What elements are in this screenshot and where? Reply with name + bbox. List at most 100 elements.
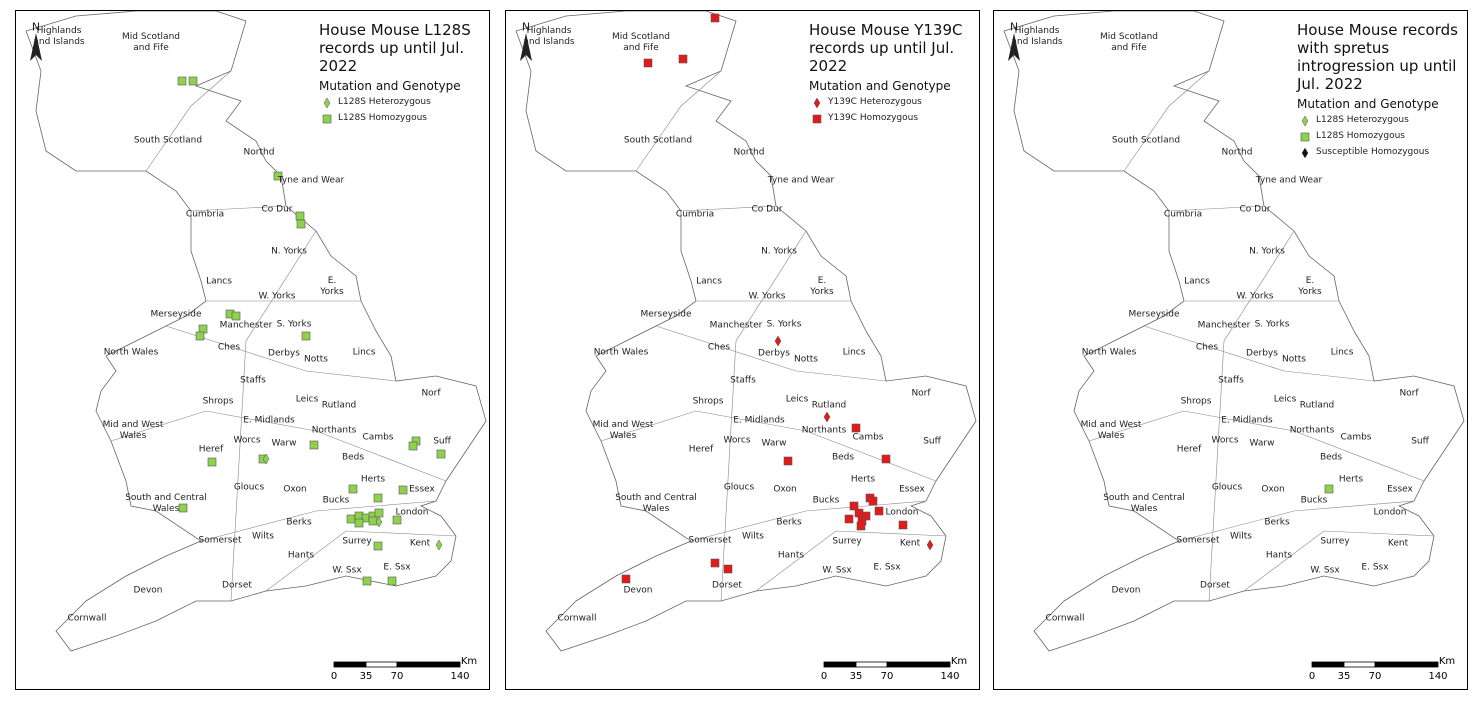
region-label: Northants (311, 425, 357, 436)
record-point (374, 508, 384, 518)
region-label: E. Midlands (243, 415, 295, 426)
record-point (643, 58, 653, 68)
scale-bar (886, 661, 951, 668)
region-label: W. Yorks (748, 291, 786, 302)
region-label: Leics (295, 394, 319, 405)
region-label: Berks (286, 517, 312, 528)
region-label: Merseyside (640, 309, 692, 320)
region-label: E. Yorks (810, 276, 834, 297)
scale-label: 35 (1337, 671, 1351, 682)
region-label: Manchester (709, 320, 763, 331)
region-label: Bucks (1300, 495, 1328, 506)
region-boundary (690, 500, 927, 542)
region-label: Rutland (1299, 400, 1335, 411)
region-label: Mid Scotland and Fife (122, 32, 180, 53)
region-label: Kent (409, 538, 431, 549)
region-label: Cambs (362, 432, 394, 443)
region-label: Oxon (283, 484, 307, 495)
region-label: North Wales (593, 347, 649, 358)
record-point (188, 76, 198, 86)
record-point (231, 311, 241, 321)
region-label: Mid Scotland and Fife (612, 32, 670, 53)
region-label: Lincs (1330, 347, 1354, 358)
legend-entry: Y139C Heterozygous (828, 97, 922, 107)
region-label: Suff (433, 436, 451, 447)
region-label: Cornwall (1045, 613, 1085, 624)
region-label: Staffs (1218, 375, 1244, 386)
region-label: W. Yorks (258, 291, 296, 302)
region-label: Cumbria (185, 209, 225, 220)
record-point (375, 516, 383, 528)
record-point (435, 539, 443, 551)
record-point (408, 441, 418, 451)
region-boundary (755, 530, 947, 592)
region-label: Kent (1387, 538, 1409, 549)
map (1003, 11, 1465, 668)
record-point (926, 539, 934, 551)
record-point (262, 453, 270, 465)
region-label: Cornwall (67, 613, 107, 624)
region-label: Rutland (321, 400, 357, 411)
region-label: Lancs (696, 276, 722, 287)
region-label: Gloucs (723, 482, 755, 493)
region-label: Notts (304, 354, 328, 365)
scale-label: 140 (940, 671, 960, 682)
record-point (621, 574, 631, 584)
region-label: S. Yorks (766, 319, 802, 330)
record-point (868, 496, 878, 506)
region-label: Staffs (240, 375, 266, 386)
region-label: South and Central Wales (1103, 493, 1185, 514)
region-label: Mid and West Wales (592, 420, 654, 441)
region-label: Hants (287, 550, 315, 561)
record-point (710, 13, 720, 23)
region-label: Shrops (692, 396, 724, 407)
region-label: Surrey (832, 536, 862, 547)
record-point (678, 54, 688, 64)
scale-label: 0 (330, 671, 338, 682)
region-label: South Scotland (133, 135, 203, 146)
region-boundary (655, 325, 887, 382)
north-label: N (31, 20, 41, 34)
scale-bar (823, 661, 857, 668)
record-point (723, 564, 733, 574)
legend-entry: L128S Homozygous (338, 113, 427, 123)
coastline (515, 11, 977, 652)
region-label: Ches (1195, 342, 1219, 353)
region-label: Beds (1319, 452, 1343, 463)
legend-heading: Mutation and Genotype (809, 79, 951, 93)
region-label: Wilts (742, 531, 764, 542)
record-point (346, 514, 356, 524)
scale-bar (396, 661, 461, 668)
legend-entry: L128S Heterozygous (1316, 115, 1409, 125)
legend-heading: Mutation and Genotype (319, 79, 461, 93)
record-point (178, 503, 188, 513)
region-boundary (1178, 500, 1415, 542)
scale-unit: Km (460, 656, 478, 667)
region-label: Worcs (1211, 435, 1239, 446)
region-label: Warw (761, 438, 787, 449)
region-label: Gloucs (233, 482, 265, 493)
region-label: Oxon (773, 484, 797, 495)
region-label: N. Yorks (761, 246, 797, 257)
region-label: Merseyside (150, 309, 202, 320)
scale-label: 70 (390, 671, 404, 682)
scale-label: 35 (359, 671, 373, 682)
region-label: South and Central Wales (615, 493, 697, 514)
region-label: Notts (1282, 354, 1306, 365)
region-label: Derbys (758, 348, 790, 359)
region-label: Merseyside (1128, 309, 1180, 320)
region-label: E. Ssx (383, 562, 411, 573)
region-label: Cornwall (557, 613, 597, 624)
north-arrow (520, 33, 532, 61)
region-label: Rutland (811, 400, 847, 411)
map-panel: N Highlands and Islands Mid Scotland and F… (505, 10, 980, 690)
region-label: Bucks (322, 495, 350, 506)
region-label: Worcs (723, 435, 751, 446)
map (515, 11, 977, 668)
record-point (851, 423, 861, 433)
region-label: Northd (733, 147, 765, 158)
legend-symbol (1301, 147, 1309, 159)
region-label: Herts (850, 474, 876, 485)
legend-symbol (813, 97, 821, 109)
